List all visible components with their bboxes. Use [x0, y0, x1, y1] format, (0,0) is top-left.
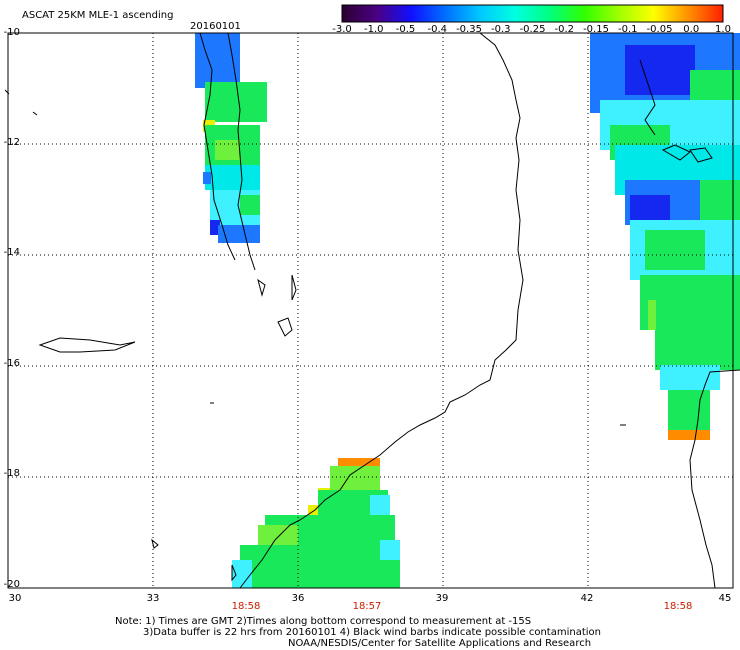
- map-title: ASCAT 25KM MLE-1 ascending: [22, 10, 174, 21]
- map-frame: [7, 32, 734, 589]
- pass-time: 18:58: [663, 601, 693, 612]
- colorbar-label: -0.5: [395, 24, 416, 35]
- lake-malawi-coast: [199, 32, 236, 261]
- coast-bit-1: [151, 538, 159, 549]
- mainland-coast: [239, 32, 524, 589]
- island-large: [38, 337, 136, 353]
- swath-right: [590, 33, 740, 440]
- colorbar-label: -1.0: [363, 24, 384, 35]
- colorbar-label: 1.0: [715, 24, 731, 35]
- island-b: [689, 147, 713, 163]
- colorbar-label: -0.15: [583, 24, 609, 35]
- note-line-1: Note: 1) Times are GMT 2)Times along bot…: [115, 616, 532, 627]
- colorbar-label: -0.1: [617, 24, 638, 35]
- colorbar-label: -3.0: [332, 24, 352, 35]
- madagascar-coast-top: [639, 59, 656, 136]
- colorbar: [341, 4, 724, 23]
- lake-malawi-east-shore: [227, 32, 256, 271]
- colorbar-label: -0.05: [646, 24, 673, 35]
- colorbar-label: -0.3: [490, 24, 511, 35]
- map-date: 20160101: [190, 21, 241, 32]
- footnotes: Note: 1) Times are GMT 2)Times along bot…: [115, 616, 601, 649]
- lat-label: -20: [3, 579, 20, 590]
- island-small-2: [257, 278, 266, 297]
- lon-label: 42: [580, 593, 594, 604]
- lon-label: 39: [435, 593, 449, 604]
- island-small-1: [277, 317, 293, 337]
- coast-bit-5: [32, 111, 38, 116]
- colorbar-label: 0.0: [683, 24, 700, 35]
- coast-bit-2: [231, 564, 237, 582]
- island-a: [661, 144, 691, 161]
- data-swaths: [195, 33, 740, 588]
- colorbar-gradient: [341, 4, 724, 23]
- lon-label: 36: [291, 593, 305, 604]
- lat-label: -10: [3, 27, 20, 38]
- coastline: [4, 32, 740, 589]
- pass-time: 18:57: [352, 601, 382, 612]
- note-line-2: 3)Data buffer is 22 hrs from 20160101 4)…: [143, 627, 601, 638]
- lat-label: -16: [3, 358, 20, 369]
- colorbar-label: -0.35: [456, 24, 482, 35]
- colorbar-label: -0.4: [427, 24, 447, 35]
- lat-label: -14: [3, 247, 20, 258]
- lat-label: -18: [3, 468, 20, 479]
- lon-label: 30: [8, 593, 22, 604]
- colorbar-label: -0.2: [554, 24, 574, 35]
- note-line-3: NOAA/NESDIS/Center for Satellite Applica…: [288, 638, 592, 649]
- east-coast-right: [689, 369, 740, 589]
- lon-label: 33: [146, 593, 160, 604]
- island-small-3: [291, 274, 297, 301]
- lat-lon-grid: [8, 33, 733, 588]
- lat-label: -12: [3, 137, 20, 148]
- pass-time: 18:58: [231, 601, 261, 612]
- lon-label: 45: [718, 593, 732, 604]
- colorbar-label: -0.25: [519, 24, 546, 35]
- swath-left: [195, 33, 267, 243]
